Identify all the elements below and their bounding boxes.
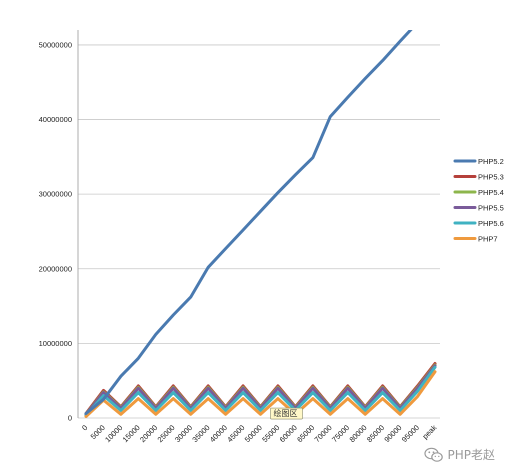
grid-layer — [78, 44, 440, 419]
legend-label-php5-3: PHP5.3 — [478, 172, 504, 181]
x-tick-label: 80000 — [348, 423, 369, 444]
plot-area-tooltip-box — [270, 407, 303, 420]
y-tick-label: 10000000 — [39, 339, 72, 348]
y-tick-label: 50000000 — [39, 40, 72, 49]
series-layer — [84, 30, 437, 418]
x-tick-label: 55000 — [260, 423, 281, 444]
series-line-php5-6 — [84, 365, 437, 417]
x-tick-label: 35000 — [190, 423, 211, 444]
legend: PHP5.2 PHP5.3 PHP5.4 PHP5.5 PHP5.6 PHP7 — [453, 157, 504, 243]
x-axis: 0 500010000150002000025000300003500040000… — [80, 423, 438, 444]
watermark: PHP老赵 — [423, 446, 496, 463]
series-line-php7 — [84, 370, 437, 418]
x-tick-label: 60000 — [278, 423, 299, 444]
x-tick-label: 85000 — [365, 423, 386, 444]
plot-area-tooltip-text: 绘图区 — [274, 408, 298, 418]
x-tick-label: 30000 — [173, 423, 194, 444]
wechat-icon — [423, 447, 443, 462]
series-line-php5-5 — [84, 364, 437, 417]
x-tick-label: 25000 — [156, 423, 177, 444]
y-axis: 0 10000000 20000000 30000000 40000000 5000000… — [39, 30, 79, 423]
legend-label-php5-2: PHP5.2 — [478, 157, 504, 166]
x-tick-label: 0 — [80, 423, 89, 432]
legend-label-php7: PHP7 — [478, 234, 498, 243]
plot-area-tooltip: 绘图区 — [270, 407, 303, 420]
y-tick-label: 0 — [68, 414, 72, 423]
x-tick-label: 15000 — [121, 423, 142, 444]
x-tick-label: 20000 — [138, 423, 159, 444]
legend-label-php5-4: PHP5.4 — [478, 188, 504, 197]
y-tick-label: 20000000 — [39, 264, 72, 273]
y-tick-label: 40000000 — [39, 115, 72, 124]
series-line-php5-2 — [84, 30, 413, 415]
x-tick-label: 65000 — [295, 423, 316, 444]
x-tick-label: 45000 — [225, 423, 246, 444]
x-tick-label: 50000 — [243, 423, 264, 444]
x-tick-label: 75000 — [330, 423, 351, 444]
x-tick-label: 70000 — [313, 423, 334, 444]
x-tick-label: peak — [421, 423, 439, 441]
x-tick-label: 40000 — [208, 423, 229, 444]
x-tick-label: 10000 — [103, 423, 124, 444]
watermark-text: PHP老赵 — [447, 448, 496, 462]
x-tick-label: 95000 — [400, 423, 421, 444]
y-tick-label: 30000000 — [39, 190, 72, 199]
legend-label-php5-5: PHP5.5 — [478, 203, 504, 212]
x-tick-label: 90000 — [382, 423, 403, 444]
legend-label-php5-6: PHP5.6 — [478, 219, 504, 228]
